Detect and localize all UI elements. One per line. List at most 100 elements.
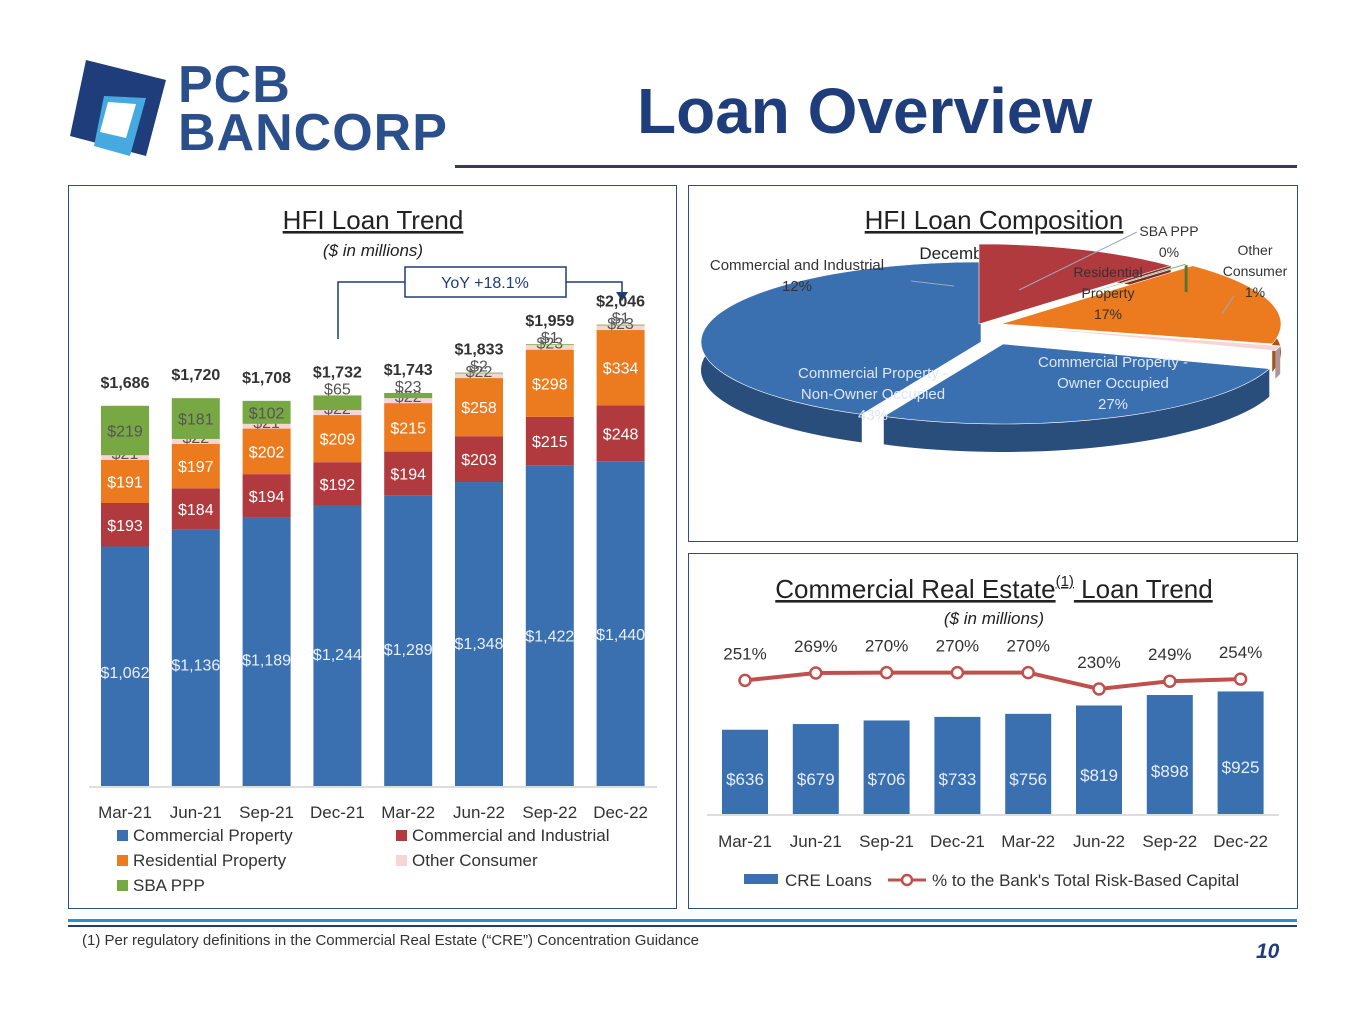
trend-bar-commercial-and-industrial-mar-21 bbox=[101, 502, 149, 547]
cre-bar-label: $679 bbox=[797, 770, 835, 789]
cre-bar-label: $636 bbox=[726, 770, 764, 789]
trend-bar-commercial-and-industrial-dec-22 bbox=[596, 405, 645, 462]
trend-bar-label: $2 bbox=[470, 359, 488, 376]
trend-x-tick-label: Dec-22 bbox=[593, 803, 648, 822]
trend-bar-label: $248 bbox=[603, 426, 639, 443]
trend-x-tick-label: Sep-22 bbox=[522, 803, 577, 822]
trend-bar-label: $184 bbox=[178, 502, 214, 519]
comp-title: HFI Loan Composition bbox=[865, 205, 1124, 235]
pie-leader-line bbox=[910, 280, 955, 287]
trend-total-label: $1,686 bbox=[101, 375, 150, 392]
trend-total-label: $1,743 bbox=[384, 362, 433, 379]
trend-bar-label: $65 bbox=[324, 381, 351, 398]
trend-bar-commercial-and-industrial-dec-21 bbox=[313, 462, 362, 506]
cre-title-end: Loan Trend bbox=[1074, 574, 1213, 604]
trend-bar-sba-ppp-dec-21 bbox=[313, 395, 362, 411]
pie-slice-label: Commercial Property - bbox=[1038, 354, 1188, 371]
trend-bar-sba-ppp-dec-22 bbox=[596, 324, 645, 326]
trend-bar-label: $191 bbox=[107, 474, 143, 491]
cre-title-main: Commercial Real Estate bbox=[775, 574, 1055, 604]
cre-ratio-label: 251% bbox=[723, 644, 766, 663]
trend-bar-label: $23 bbox=[607, 316, 634, 333]
yoy-bracket-left bbox=[337, 281, 405, 339]
trend-bar-other-consumer-mar-21 bbox=[101, 455, 149, 460]
trend-bar-residential-property-mar-22 bbox=[384, 403, 433, 452]
trend-bar-label: $1,189 bbox=[242, 652, 291, 669]
cre-bar-mar-22 bbox=[1005, 713, 1052, 814]
trend-total-label: $1,833 bbox=[455, 342, 504, 359]
cre-x-tick-label: Dec-21 bbox=[930, 832, 985, 851]
cre-x-tick-label: Sep-21 bbox=[859, 832, 914, 851]
cre-ratio-point bbox=[809, 666, 823, 680]
pie-slice-label: 17% bbox=[1094, 306, 1122, 322]
trend-bar-label: $181 bbox=[178, 412, 214, 429]
trend-bar-label: $23 bbox=[395, 379, 422, 396]
cre-bar-label: $925 bbox=[1222, 758, 1260, 777]
trend-legend-swatch bbox=[117, 880, 128, 891]
cre-bar-label: $898 bbox=[1151, 762, 1189, 781]
cre-ratio-point bbox=[738, 673, 752, 688]
trend-legend-label: Commercial and Industrial bbox=[412, 826, 609, 845]
pie-slice-label: 27% bbox=[1098, 396, 1128, 413]
cre-loan-trend-panel: Commercial Real Estate(1) Loan Trend ($ … bbox=[688, 553, 1298, 909]
trend-legend-label: Other Consumer bbox=[412, 851, 538, 870]
yoy-badge bbox=[404, 266, 567, 298]
trend-x-tick-label: Mar-22 bbox=[381, 803, 435, 822]
trend-bar-commercial-and-industrial-jun-21 bbox=[171, 488, 220, 530]
cre-ratio-label: 230% bbox=[1077, 653, 1120, 672]
trend-x-tick-label: Sep-21 bbox=[239, 803, 294, 822]
hfi-loan-composition-chart: HFI Loan Composition December 31, 2022 C… bbox=[700, 205, 1288, 452]
trend-bar-sba-ppp-mar-22 bbox=[384, 392, 433, 399]
trend-bar-commercial-property-mar-22 bbox=[384, 495, 433, 786]
cre-x-tick-label: Dec-22 bbox=[1213, 832, 1268, 851]
trend-bar-label: $23 bbox=[536, 335, 563, 352]
trend-bar-other-consumer-sep-21 bbox=[242, 423, 291, 429]
trend-bar-commercial-property-dec-22 bbox=[596, 461, 645, 786]
cre-bar-jun-22 bbox=[1076, 705, 1122, 814]
cre-ratio-label: 270% bbox=[865, 637, 908, 656]
trend-bar-label: $203 bbox=[461, 452, 497, 469]
pie-slice-sba-ppp bbox=[992, 263, 1189, 323]
trend-bar-label: $193 bbox=[107, 518, 143, 535]
pie-slice-label: Other bbox=[1237, 242, 1272, 258]
trend-bar-commercial-and-industrial-mar-22 bbox=[384, 451, 433, 496]
trend-bar-other-consumer-jun-22 bbox=[455, 373, 503, 379]
trend-bar-residential-property-dec-22 bbox=[596, 330, 645, 406]
trend-bar-commercial-property-jun-21 bbox=[171, 529, 220, 786]
trend-bar-label: $194 bbox=[390, 466, 426, 483]
page-number: 10 bbox=[1256, 940, 1280, 963]
pie-slice-label: Owner Occupied bbox=[1057, 375, 1169, 392]
cre-bar-sep-21 bbox=[863, 720, 910, 814]
trend-bar-sba-ppp-mar-21 bbox=[101, 405, 149, 456]
trend-bar-residential-property-jun-22 bbox=[455, 378, 503, 437]
trend-bar-label: $202 bbox=[249, 444, 285, 461]
pie-slice-label: 1% bbox=[1245, 284, 1265, 300]
trend-legend-swatch bbox=[396, 830, 407, 841]
cre-bar-sep-22 bbox=[1146, 695, 1193, 814]
trend-bar-label: $1 bbox=[612, 311, 630, 328]
pie-slice-label: Non-Owner Occupied bbox=[801, 386, 945, 403]
pie-slice-label: Commercial and Industrial bbox=[710, 257, 884, 274]
trend-x-tick-label: Dec-21 bbox=[310, 803, 365, 822]
trend-x-tick-label: Jun-21 bbox=[170, 803, 222, 822]
pie-slice-side-commercial-property-owner-occupied bbox=[883, 368, 1270, 452]
trend-x-tick-label: Mar-21 bbox=[98, 803, 152, 822]
trend-bar-label: $1,440 bbox=[596, 627, 645, 644]
trend-bar-residential-property-sep-21 bbox=[242, 428, 291, 475]
footnote: (1) Per regulatory definitions in the Co… bbox=[82, 932, 699, 949]
pie-slice-other-consumer bbox=[1008, 325, 1281, 352]
cre-bar-mar-21 bbox=[722, 729, 768, 814]
cre-legend-marker bbox=[900, 873, 914, 887]
trend-total-label: $1,720 bbox=[171, 367, 220, 384]
cre-bar-label: $756 bbox=[1009, 770, 1047, 789]
trend-legend-swatch bbox=[117, 830, 128, 841]
footer-rule-navy bbox=[68, 925, 1297, 927]
cre-ratio-point bbox=[1233, 672, 1248, 686]
pie-slice-label: Property bbox=[1082, 285, 1135, 301]
trend-legend-label: SBA PPP bbox=[133, 876, 205, 895]
trend-bar-other-consumer-sep-22 bbox=[525, 344, 574, 350]
trend-legend-label: Residential Property bbox=[133, 851, 287, 870]
trend-bar-commercial-and-industrial-jun-22 bbox=[455, 436, 503, 483]
trend-bar-sba-ppp-sep-21 bbox=[242, 400, 291, 424]
cre-ratio-label: 269% bbox=[794, 637, 837, 656]
